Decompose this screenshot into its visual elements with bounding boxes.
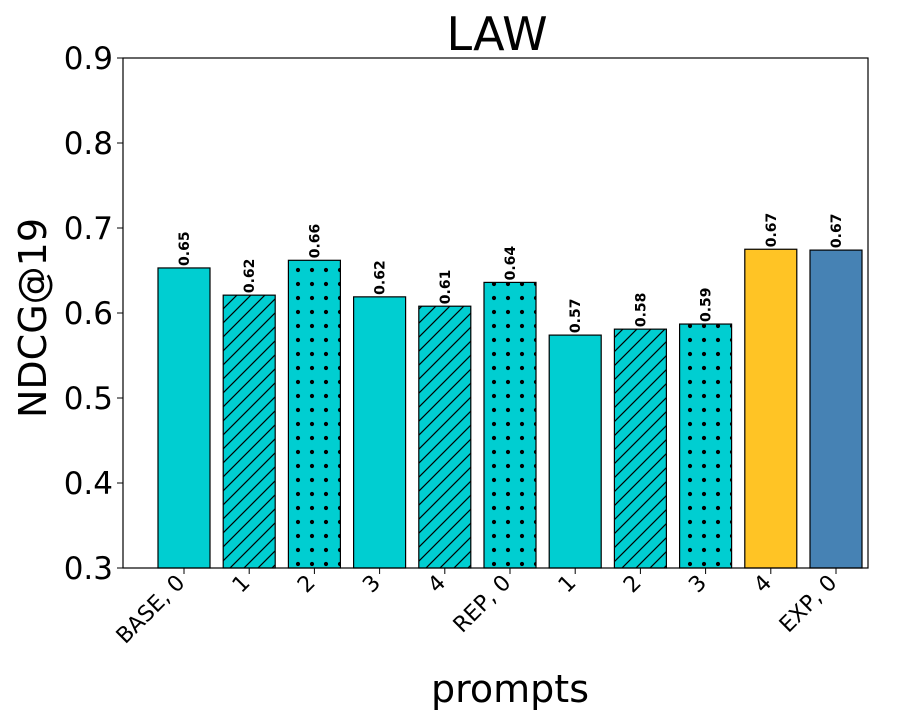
bar-hatch bbox=[288, 260, 341, 568]
x-tick-label: 3 bbox=[358, 571, 386, 599]
x-tick-label: BASE, 0 bbox=[112, 571, 190, 649]
bar bbox=[548, 334, 602, 569]
data-label: 0.64 bbox=[503, 246, 519, 281]
y-tick-label: 0.4 bbox=[64, 466, 113, 502]
x-tick-label: 1 bbox=[228, 571, 256, 599]
y-tick-label: 0.3 bbox=[64, 551, 113, 587]
chart-title: LAW bbox=[446, 7, 547, 61]
data-label: 0.58 bbox=[633, 293, 649, 328]
y-tick-label: 0.8 bbox=[64, 126, 113, 162]
y-tick-label: 0.6 bbox=[64, 296, 113, 332]
x-tick-label: 2 bbox=[293, 571, 321, 599]
data-label: 0.57 bbox=[568, 299, 584, 334]
data-label: 0.67 bbox=[764, 213, 780, 248]
x-tick-label: 1 bbox=[554, 571, 582, 599]
bar bbox=[353, 296, 407, 569]
bar-hatch bbox=[614, 329, 667, 568]
data-labels-group: 0.65 0.62 0.66 0.62 0.61 0.64 0.57 0.58 0.59 0.67… bbox=[177, 213, 845, 333]
bar bbox=[157, 267, 211, 569]
y-tick-label: 0.9 bbox=[64, 41, 113, 77]
data-label: 0.62 bbox=[373, 260, 389, 295]
bars-group bbox=[157, 248, 863, 569]
y-tick-label: 0.7 bbox=[64, 211, 113, 247]
x-axis-label: prompts bbox=[431, 667, 589, 711]
data-label: 0.61 bbox=[438, 270, 454, 305]
x-tick-label: 4 bbox=[423, 571, 451, 599]
data-label: 0.66 bbox=[307, 224, 323, 259]
bar-hatch bbox=[484, 282, 536, 568]
data-label: 0.62 bbox=[242, 259, 258, 294]
bar bbox=[809, 249, 863, 569]
bar-hatch bbox=[223, 295, 276, 568]
data-label: 0.59 bbox=[699, 288, 715, 323]
x-tick-label: 3 bbox=[684, 571, 712, 599]
y-axis-label: NDCG@19 bbox=[11, 218, 55, 418]
bar-hatch bbox=[418, 306, 471, 568]
y-tick-label: 0.5 bbox=[64, 381, 113, 417]
data-label: 0.65 bbox=[177, 231, 193, 266]
x-tick-label: REP, 0 bbox=[449, 571, 516, 638]
data-label: 0.67 bbox=[829, 214, 845, 249]
x-tick-label: 2 bbox=[619, 571, 647, 599]
bar bbox=[744, 248, 798, 569]
x-tick-label: EXP, 0 bbox=[775, 571, 842, 638]
bar-hatch bbox=[679, 324, 732, 568]
y-axis: 0.3 0.4 0.5 0.6 0.7 0.8 0.9 bbox=[64, 41, 123, 587]
x-tick-label: 4 bbox=[749, 571, 777, 599]
